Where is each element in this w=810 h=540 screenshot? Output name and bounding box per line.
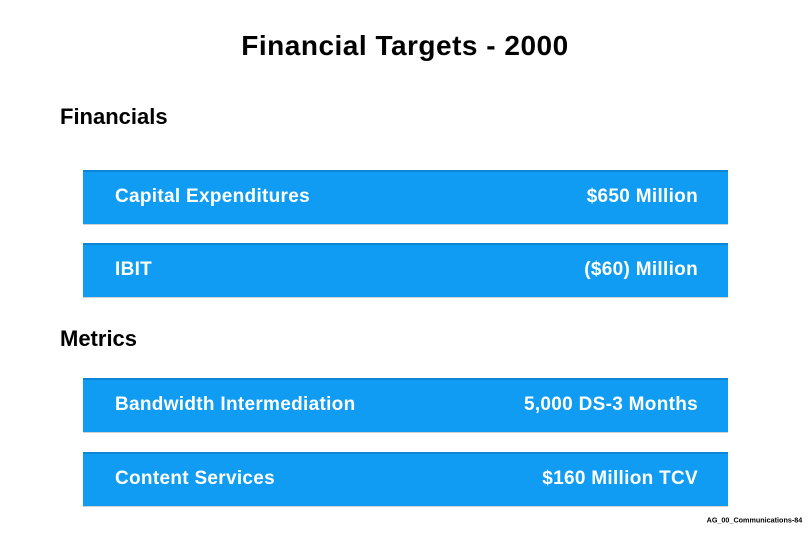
metric-label: Bandwidth Intermediation (115, 394, 356, 415)
section-heading-metrics: Metrics (60, 326, 138, 351)
metric-bar-ibit: IBIT ($60) Million (83, 243, 728, 297)
metric-label: Capital Expenditures (115, 186, 310, 207)
metric-label: Content Services (115, 468, 276, 489)
metric-label: IBIT (115, 259, 153, 280)
metric-bar-capital-expenditures: Capital Expenditures $650 Million (83, 170, 728, 224)
slide-footer-code: AG_00_Communications-84 (706, 516, 802, 525)
metric-value: $160 Million TCV (542, 468, 698, 489)
slide-title: Financial Targets - 2000 (241, 30, 569, 61)
metric-bar-content-services: Content Services $160 Million TCV (83, 452, 728, 506)
metric-value: 5,000 DS-3 Months (523, 394, 698, 415)
metric-value: $650 Million (586, 186, 698, 207)
section-heading-financials: Financials (60, 104, 168, 129)
metric-value: ($60) Million (584, 259, 698, 280)
metric-bar-bandwidth-intermediation: Bandwidth Intermediation 5,000 DS-3 Mont… (83, 378, 728, 432)
